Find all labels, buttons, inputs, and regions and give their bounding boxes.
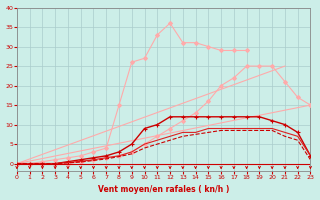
X-axis label: Vent moyen/en rafales ( kn/h ): Vent moyen/en rafales ( kn/h ): [98, 185, 229, 194]
